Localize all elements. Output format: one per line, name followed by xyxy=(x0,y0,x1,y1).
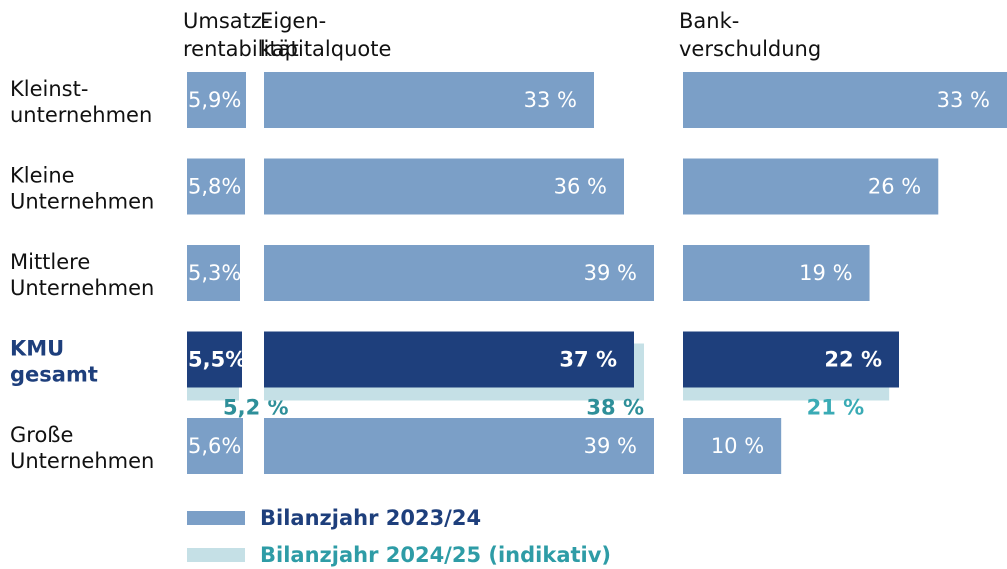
value-label-2023: 19 % xyxy=(799,261,852,285)
bar-2023 xyxy=(187,331,242,388)
bar-2023 xyxy=(683,72,1007,128)
bar-2023 xyxy=(187,418,243,474)
bar-2023 xyxy=(187,158,245,215)
bar-2023 xyxy=(683,158,939,215)
category-label: Mittlere xyxy=(10,250,90,274)
bar-2023 xyxy=(683,331,899,388)
value-label-2023: 37 % xyxy=(559,348,617,372)
bar-2023 xyxy=(683,418,782,474)
panel-title: Eigen- xyxy=(260,9,326,33)
bar-2023 xyxy=(264,418,654,474)
bar-2023 xyxy=(187,245,240,301)
category-label: Unternehmen xyxy=(10,276,154,300)
value-label-2023: 5,3% xyxy=(188,261,241,285)
value-label-2023: 26 % xyxy=(868,175,921,199)
bar-2023 xyxy=(187,72,246,128)
bar-2023 xyxy=(264,158,624,215)
legend-label: Bilanzjahr 2023/24 xyxy=(260,506,481,530)
value-label-2023: 5,6% xyxy=(188,434,241,458)
value-label-2023: 33 % xyxy=(937,88,990,112)
panel-title: kapitalquote xyxy=(260,37,391,61)
category-label: unternehmen xyxy=(10,103,152,127)
value-label-2023: 36 % xyxy=(554,175,607,199)
bar-2023 xyxy=(264,331,634,388)
category-label: Unternehmen xyxy=(10,190,154,214)
value-label-2023: 33 % xyxy=(524,88,577,112)
value-label-2023: 39 % xyxy=(584,434,637,458)
category-label: gesamt xyxy=(10,363,98,387)
legend-swatch xyxy=(187,511,245,525)
category-label: KMU xyxy=(10,337,64,361)
value-label-2023: 5,9% xyxy=(188,88,241,112)
value-label-2023: 10 % xyxy=(711,434,764,458)
value-label-2023: 5,5% xyxy=(188,348,246,372)
bar-2023 xyxy=(264,72,594,128)
panel-title: rentabilität xyxy=(183,37,299,61)
category-label: Große xyxy=(10,423,73,447)
legend-swatch xyxy=(187,548,245,562)
panel-title: verschuldung xyxy=(679,37,821,61)
legend-label: Bilanzjahr 2024/25 (indikativ) xyxy=(260,543,611,567)
value-label-2024: 38 % xyxy=(586,396,644,420)
value-label-2024: 21 % xyxy=(807,396,865,420)
value-label-2023: 22 % xyxy=(824,348,882,372)
panel-title: Bank- xyxy=(679,9,739,33)
bar-2023 xyxy=(264,245,654,301)
category-label: Kleine xyxy=(10,164,75,188)
category-label: Unternehmen xyxy=(10,449,154,473)
bar-2023 xyxy=(683,245,870,301)
panel-title: Umsatz- xyxy=(183,9,269,33)
category-label: Kleinst- xyxy=(10,77,88,101)
value-label-2023: 5,8% xyxy=(188,175,241,199)
value-label-2023: 39 % xyxy=(584,261,637,285)
